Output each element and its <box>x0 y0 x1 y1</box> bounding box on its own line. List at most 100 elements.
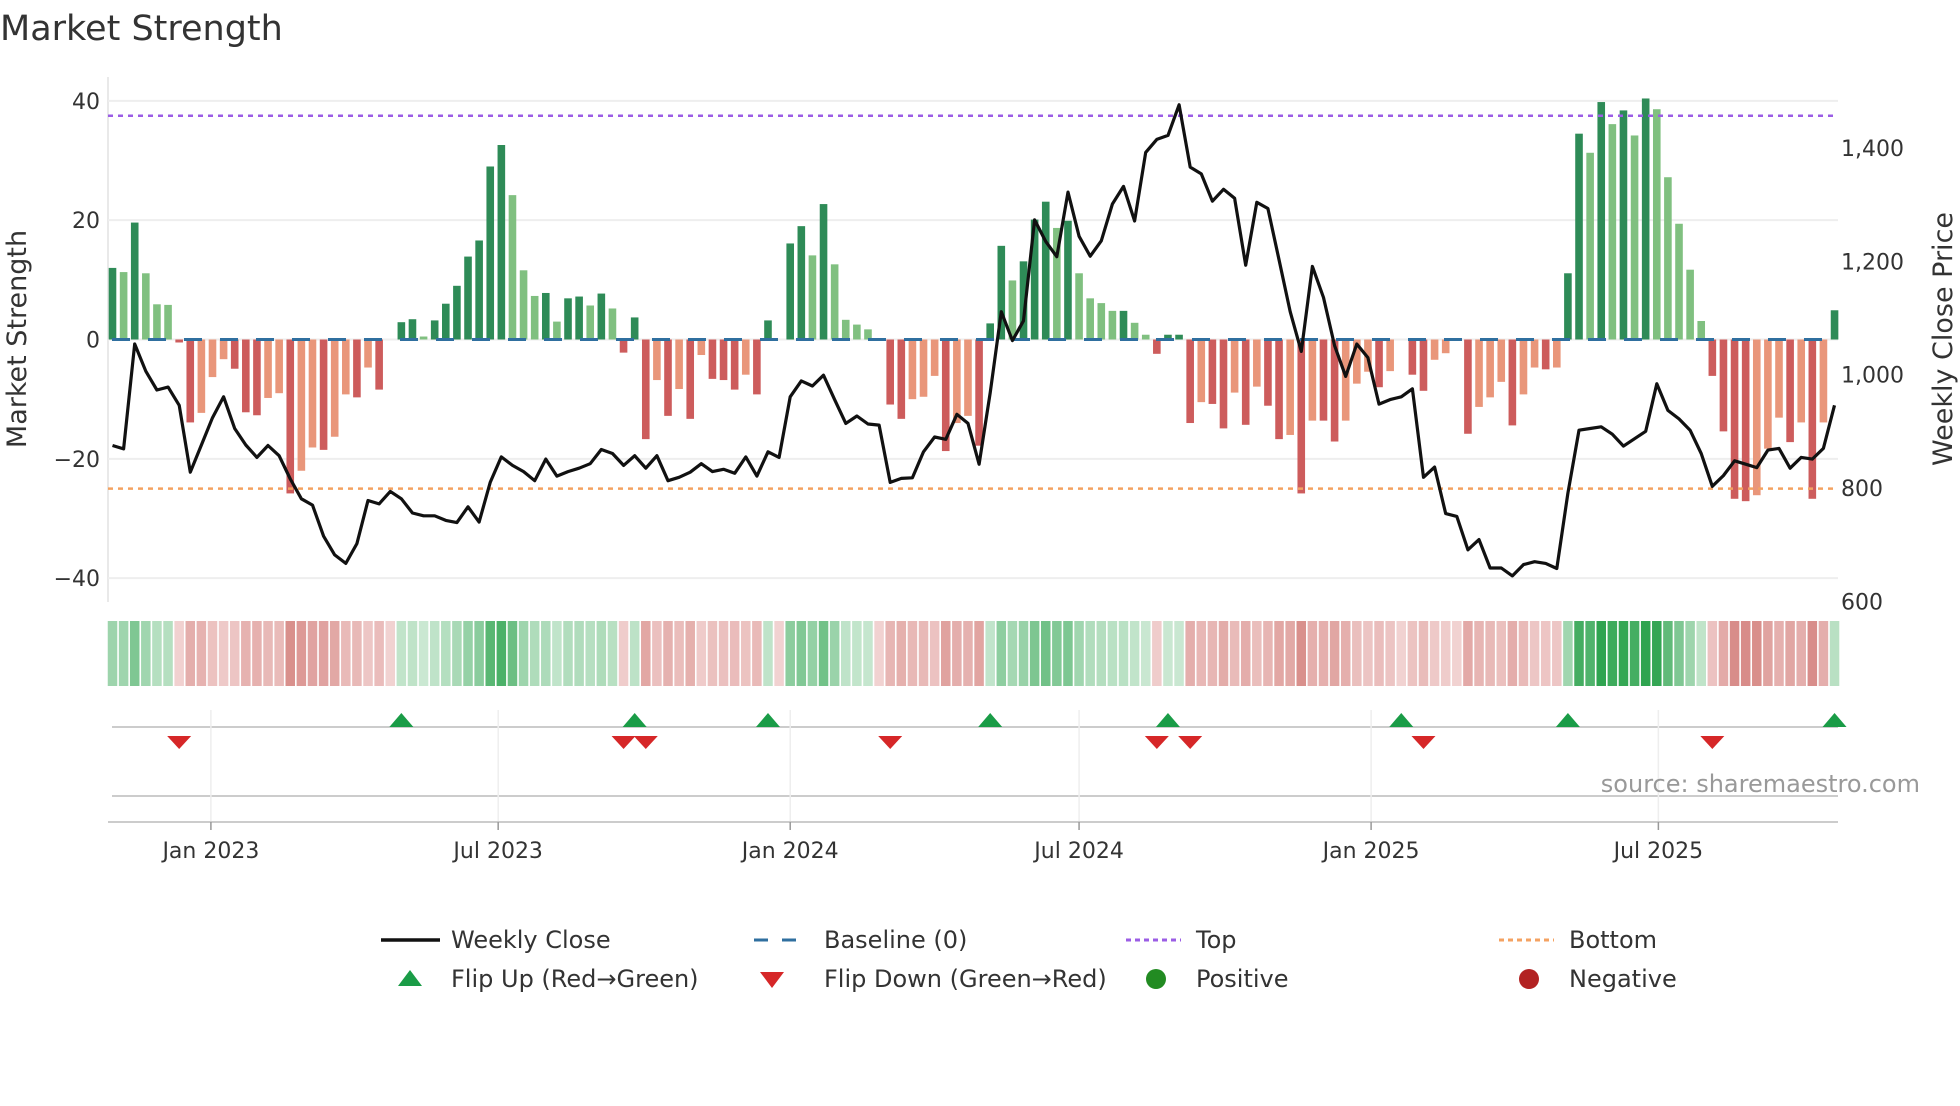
heat-strip-cell <box>207 621 218 686</box>
heat-strip-cell <box>1074 621 1084 686</box>
bar-negative <box>1441 339 1450 354</box>
bar-negative <box>697 339 706 356</box>
bar-negative <box>1741 339 1750 502</box>
flip-up-marker <box>1155 713 1180 727</box>
heat-strip-cell <box>1763 621 1773 686</box>
legend-item-flip-down[interactable]: Flip Down (Green→Red) <box>760 965 1107 993</box>
heat-strip-cell <box>263 621 273 686</box>
heat-strip-cell <box>1563 621 1573 686</box>
heat-strip-cell <box>807 621 818 686</box>
bar-negative <box>375 339 383 390</box>
bar-positive <box>1586 152 1594 340</box>
heat-strip-cell <box>1818 621 1829 686</box>
flip-down-marker <box>1411 736 1436 749</box>
circle-icon <box>1146 969 1166 989</box>
bar-negative <box>353 339 361 398</box>
bar-negative <box>1708 339 1717 376</box>
heat-strip-cell <box>1552 621 1562 686</box>
bar-negative <box>1208 339 1217 404</box>
heat-strip-cell <box>707 621 718 686</box>
heat-strip-cell <box>1329 621 1340 686</box>
heat-strip-cell <box>463 621 473 686</box>
heat-strip-cell <box>163 621 173 686</box>
y-tick-label: 40 <box>72 90 100 115</box>
heat-strip-cell <box>1452 621 1462 686</box>
heat-strip-cell <box>418 621 429 686</box>
bar-positive <box>508 195 517 340</box>
heat-strip-cell <box>429 621 440 686</box>
flip-up-marker <box>978 713 1003 727</box>
heat-strip-cell <box>1007 621 1018 686</box>
bar-negative <box>741 339 750 375</box>
legend-item-weekly-close[interactable]: Weekly Close <box>381 926 611 954</box>
heat-strip-cell <box>729 621 740 686</box>
flip-markers <box>112 710 1847 822</box>
bar-negative <box>1497 339 1506 382</box>
x-tick-label: Jan 2023 <box>160 839 259 864</box>
legend-label: Negative <box>1569 965 1677 993</box>
flip-up-marker <box>389 713 414 727</box>
bar-positive <box>553 321 561 340</box>
bar-positive <box>1619 110 1628 340</box>
y-tick-label: −40 <box>54 567 100 592</box>
legend-label: Positive <box>1196 965 1289 993</box>
heat-strip-cell <box>1596 621 1606 686</box>
heat-strip-cell <box>940 621 951 686</box>
bar-positive <box>1686 269 1694 340</box>
legend-item-negative[interactable]: Negative <box>1519 965 1677 993</box>
legend-item-flip-up[interactable]: Flip Up (Red→Green) <box>398 965 699 993</box>
heat-strip-cell <box>1585 621 1595 686</box>
bar-positive <box>1641 98 1650 340</box>
legend-item-baseline[interactable]: Baseline (0) <box>754 926 967 954</box>
heat-strip-cell <box>1729 621 1740 686</box>
bar-negative <box>1153 339 1161 354</box>
bar-negative <box>1730 339 1739 499</box>
heat-strip-cell <box>1463 621 1473 686</box>
heat-strip-cell <box>1752 621 1762 686</box>
heat-strip-cell <box>1629 621 1640 686</box>
bar-negative <box>653 339 661 381</box>
heat-strip-cell <box>874 621 884 686</box>
bar-negative <box>230 339 239 369</box>
heat-strip-cell <box>129 621 140 686</box>
bar-positive <box>497 145 506 340</box>
bar-negative <box>1253 339 1261 387</box>
heat-strip-cell <box>1085 621 1095 686</box>
triangle-up-icon <box>398 970 422 986</box>
heat-strip-cell <box>685 621 695 686</box>
heat-strip-cell <box>1207 621 1218 686</box>
bar-negative <box>186 339 195 423</box>
bar-negative <box>1464 339 1472 434</box>
heat-strip-cell <box>918 621 929 686</box>
legend-item-positive[interactable]: Positive <box>1146 965 1289 993</box>
strength-bars <box>108 98 1839 502</box>
bar-negative <box>1419 339 1428 391</box>
bar-negative <box>1486 339 1494 398</box>
heat-strip-cell <box>1185 621 1195 686</box>
heat-strip-cell <box>1196 621 1207 686</box>
heat-strip-cell <box>1229 621 1240 686</box>
bar-positive <box>1053 227 1061 340</box>
heat-strip-cell <box>229 621 240 686</box>
bar-positive <box>530 295 539 340</box>
legend-item-bottom[interactable]: Bottom <box>1499 926 1657 954</box>
heat-strip-cell <box>1152 621 1162 686</box>
bar-negative <box>664 339 672 416</box>
heat-strip-cell <box>996 621 1007 686</box>
heat-strip-cell <box>1407 621 1418 686</box>
heat-strip-cell <box>818 621 829 686</box>
x-axis: Jan 2023 Jul 2023 Jan 2024 Jul 2024 Jan 2025… <box>108 821 1838 864</box>
bar-positive <box>1697 321 1706 340</box>
heat-strip-cell <box>352 621 362 686</box>
heat-strip-cell <box>1774 621 1784 686</box>
bar-negative <box>641 339 650 440</box>
bar-negative <box>308 339 317 448</box>
bar-negative <box>753 339 761 395</box>
bar-negative <box>208 339 217 378</box>
flip-up-marker <box>1822 713 1847 727</box>
bar-positive <box>1130 322 1139 340</box>
left-axis-ticks: 40 20 0 −20 −40 <box>54 90 100 592</box>
legend-label: Weekly Close <box>451 926 611 954</box>
legend-item-top[interactable]: Top <box>1126 926 1237 954</box>
bar-negative <box>1797 339 1806 423</box>
